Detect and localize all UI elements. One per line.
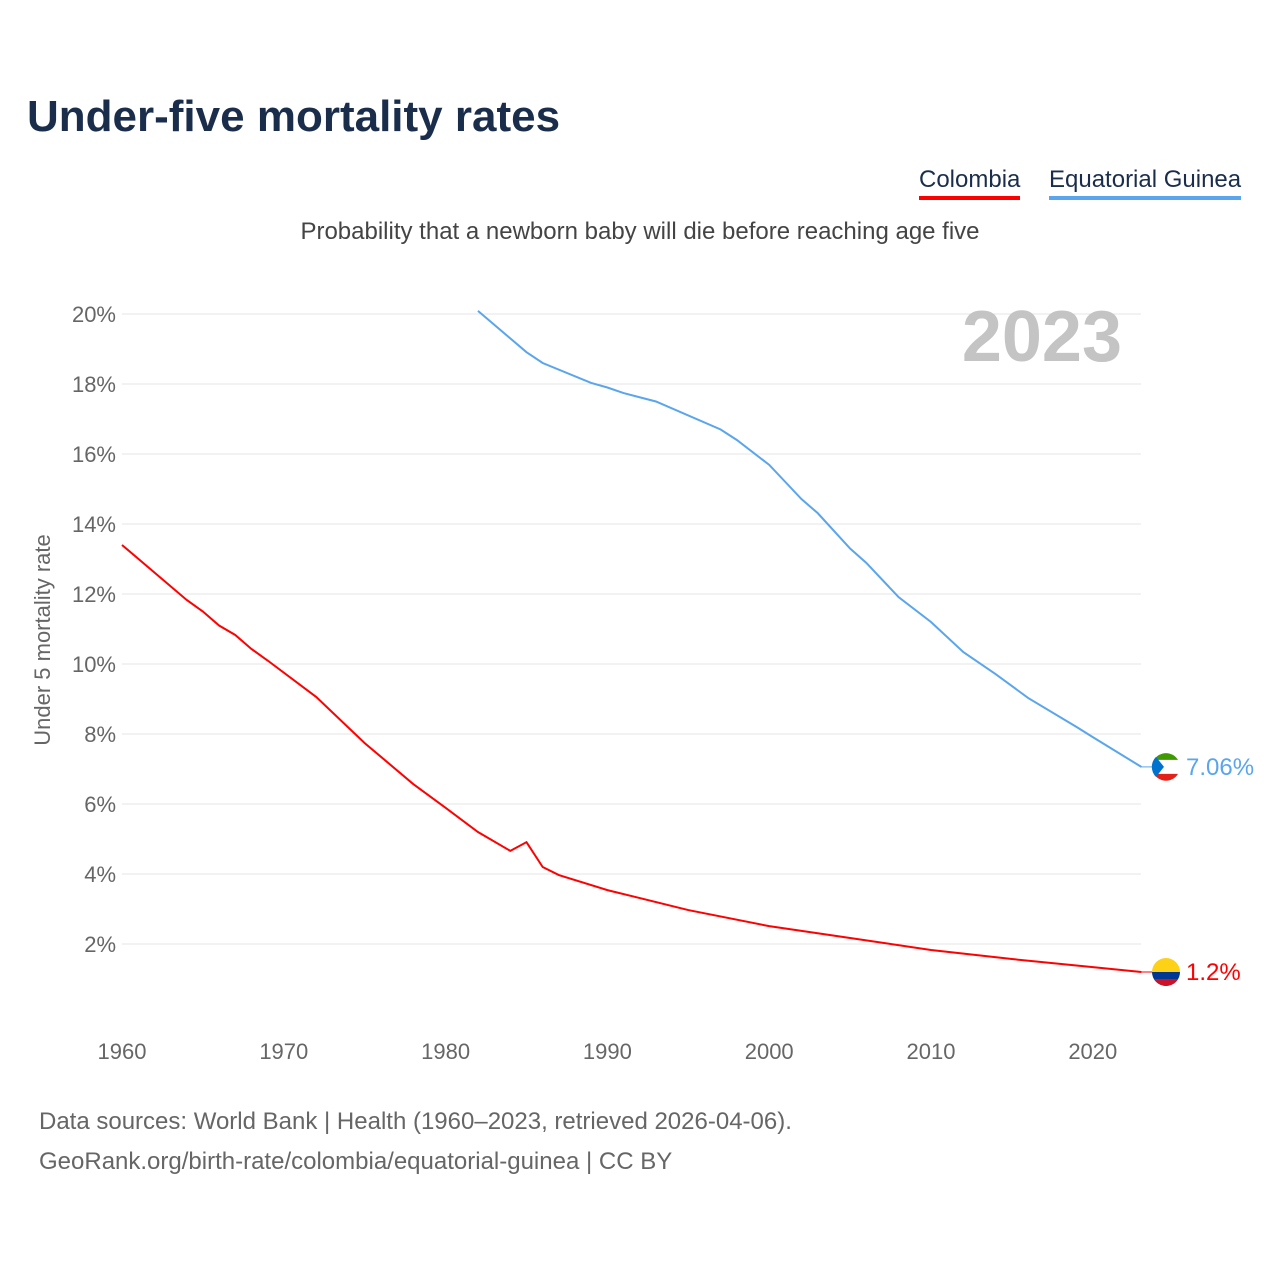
y-tick-label: 14% (72, 512, 116, 537)
x-tick-label: 1990 (583, 1039, 632, 1064)
x-tick-label: 2000 (745, 1039, 794, 1064)
x-tick-label: 2020 (1068, 1039, 1117, 1064)
footer-link[interactable]: GeoRank.org/birth-rate/colombia/equatori… (39, 1148, 673, 1175)
series-line-equatorial-guinea[interactable] (477, 310, 1142, 768)
end-value-label: 1.2% (1186, 959, 1241, 986)
y-tick-label: 12% (72, 582, 116, 607)
chart-subtitle: Probability that a newborn baby will die… (300, 218, 980, 245)
footer-source: Data sources: World Bank | Health (1960–… (39, 1108, 792, 1135)
series-line-colombia[interactable] (121, 544, 1142, 973)
y-tick-label: 18% (72, 372, 116, 397)
y-axis-label: Under 5 mortality rate (30, 534, 55, 746)
y-tick-label: 6% (84, 792, 116, 817)
flag-part (1154, 753, 1178, 760)
legend-equatorial-guinea[interactable]: Equatorial Guinea (1049, 166, 1242, 200)
x-tick-label: 1960 (98, 1039, 147, 1064)
y-tick-label: 8% (84, 722, 116, 747)
y-tick-label: 10% (72, 652, 116, 677)
y-tick-label: 2% (84, 932, 116, 957)
y-tick-label: 4% (84, 862, 116, 887)
x-tick-label: 1980 (421, 1039, 470, 1064)
flag-part (1151, 756, 1164, 777)
flag-part (1154, 773, 1178, 781)
y-tick-label: 16% (72, 442, 116, 467)
legend-colombia[interactable]: Colombia (919, 166, 1021, 200)
x-tick-label: 2010 (907, 1039, 956, 1064)
y-tick-label: 20% (72, 302, 116, 327)
flag-part (1154, 979, 1178, 986)
chart-title: Under-five mortality rates (27, 92, 561, 141)
year-label: 2023 (962, 297, 1122, 377)
x-tick-label: 1970 (259, 1039, 308, 1064)
end-value-label: 7.06% (1186, 754, 1254, 781)
